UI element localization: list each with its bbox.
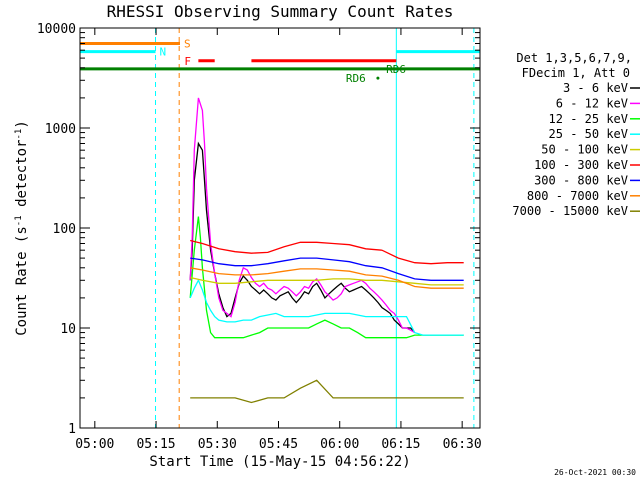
- series-line-7: [190, 267, 464, 289]
- legend-entry-5: 100 - 300 keV: [534, 158, 628, 172]
- y-tick-label-3: 1000: [45, 122, 76, 137]
- x-tick-label-0: 05:00: [75, 437, 114, 452]
- y-axis-label-sup1: -1: [14, 215, 24, 226]
- x-tick-label-2: 05:30: [198, 437, 237, 452]
- x-axis-label: Start Time (15-May-15 04:56:22): [149, 454, 410, 470]
- y-tick-label-1: 10: [60, 322, 76, 337]
- plot-area: S N F RD6 RD6: [80, 28, 480, 428]
- y-tick-label-2: 100: [53, 222, 76, 237]
- y-tick-label-4: 10000: [37, 22, 76, 37]
- footer-timestamp: 26-Oct-2021 00:30: [554, 468, 636, 477]
- status-bar-label-N: N: [160, 46, 167, 59]
- x-tick-label-1: 05:15: [136, 437, 175, 452]
- series-line-5: [190, 239, 464, 265]
- legend-entry-7: 800 - 7000 keV: [527, 189, 628, 203]
- series-line-2: [189, 216, 464, 339]
- legend-entry-6: 300 - 800 keV: [534, 173, 628, 187]
- y-axis-label-part2: detector: [14, 140, 30, 216]
- series-line-8: [190, 379, 464, 404]
- chart-title: RHESSI Observing Summary Count Rates: [107, 2, 454, 21]
- status-bar-label-F: F: [184, 55, 191, 68]
- x-tick-label-6: 06:30: [443, 437, 482, 452]
- series-line-0: [189, 141, 416, 334]
- legend-entry-0: 3 - 6 keV: [563, 81, 628, 95]
- legend-header-line-2: FDecim 1, Att 0: [522, 66, 630, 80]
- marker-dot-0: [376, 76, 380, 80]
- legend-entry-8: 7000 - 15000 keV: [512, 204, 628, 218]
- series-line-4: [190, 276, 464, 286]
- plot-frame: [79, 27, 481, 429]
- y-axis-label: Count Rate (s-1 detector-1): [14, 120, 30, 336]
- series-line-3: [189, 278, 464, 336]
- legend-entry-4: 50 - 100 keV: [541, 143, 628, 157]
- legend-header-line-1: Det 1,3,5,6,7,9,: [516, 51, 632, 65]
- legend: Det 1,3,5,6,7,9, FDecim 1, Att 0 3 - 6 k…: [512, 51, 640, 218]
- x-tick-label-5: 06:15: [381, 437, 420, 452]
- series-line-1: [189, 97, 416, 334]
- status-bar-label-S: S: [184, 37, 191, 50]
- marker-label-0: RD6: [346, 72, 366, 85]
- y-axis-label-part1: Count Rate (s: [14, 226, 30, 336]
- y-tick-label-0: 1: [68, 422, 76, 437]
- marker-label-1: RD6: [386, 63, 406, 76]
- y-axis-label-part3: ): [14, 120, 30, 128]
- x-tick-label-3: 05:45: [259, 437, 298, 452]
- y-axis-label-sup2: -1: [14, 129, 24, 140]
- x-tick-label-4: 06:00: [320, 437, 359, 452]
- y-axis: 1 10 100 1000 10000: [37, 22, 480, 437]
- x-axis: 05:00 05:15 05:30 05:45 06:00 06:15 06:30: [75, 28, 482, 452]
- legend-entry-2: 12 - 25 keV: [549, 112, 628, 126]
- legend-entry-3: 25 - 50 keV: [549, 127, 628, 141]
- series-line-6: [190, 257, 464, 281]
- legend-entry-1: 6 - 12 keV: [556, 96, 628, 110]
